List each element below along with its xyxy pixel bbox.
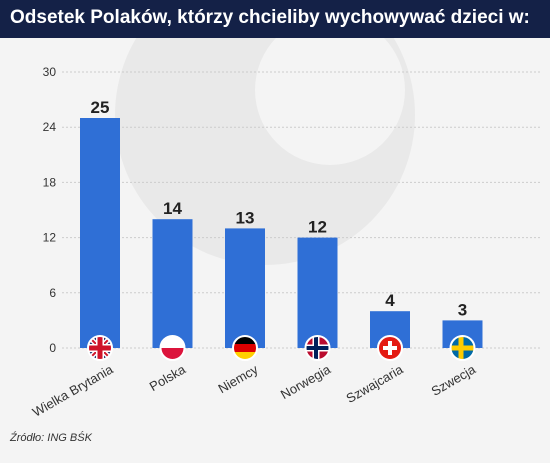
norway-flag-icon (304, 335, 331, 361)
y-tick-label: 0 (49, 341, 56, 355)
germany-flag-icon (232, 335, 258, 361)
y-tick-label: 6 (49, 286, 56, 300)
category-label: Polska (147, 361, 189, 394)
data-label: 4 (385, 291, 395, 310)
y-tick-label: 30 (43, 65, 57, 79)
data-label: 3 (458, 300, 467, 319)
data-label: 12 (308, 218, 327, 237)
category-label: Wielka Brytania (30, 361, 116, 420)
bar-chart: 0 6 12 18 24 30 25 Wielka Brytania 14 Polska 13 Ni… (30, 38, 540, 420)
category-label: Niemcy (215, 361, 260, 396)
y-tick-label: 24 (43, 120, 57, 134)
uk-flag-icon (87, 335, 113, 361)
y-tick-label: 12 (43, 231, 57, 245)
data-label: 14 (163, 199, 182, 218)
y-tick-label: 18 (43, 175, 57, 189)
sweden-flag-icon (449, 335, 476, 361)
bar (297, 237, 338, 348)
chart-title: Odsetek Polaków, którzy chcieliby wychow… (10, 7, 530, 28)
source-note: Źródło: ING BŚK (10, 432, 92, 444)
category-label: Szwajcaria (344, 361, 407, 406)
data-label: 25 (91, 98, 110, 117)
header-bar: Odsetek Polaków, którzy chcieliby wychow… (0, 0, 550, 38)
switzerland-flag-icon (377, 335, 403, 361)
bar (225, 228, 265, 348)
bar (152, 219, 193, 348)
data-label: 13 (236, 208, 255, 227)
watermark (115, 38, 415, 265)
category-label: Szwecja (429, 361, 479, 399)
poland-flag-icon (159, 335, 186, 361)
category-label: Norwegia (278, 361, 334, 402)
bar (80, 118, 120, 348)
